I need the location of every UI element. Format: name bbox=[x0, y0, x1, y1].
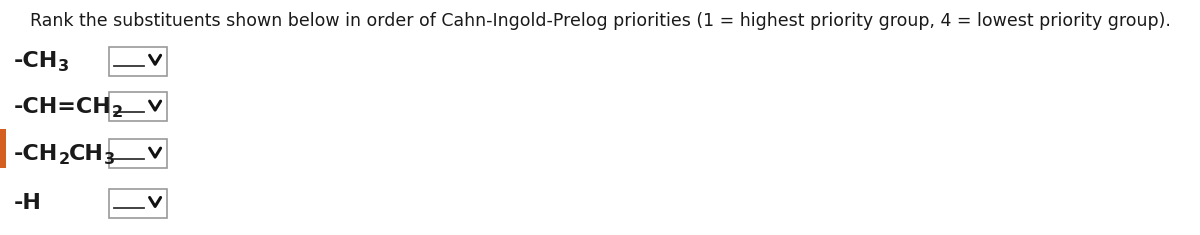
Bar bbox=[0, 129, 6, 168]
Text: -CH: -CH bbox=[14, 51, 59, 71]
FancyBboxPatch shape bbox=[108, 139, 167, 168]
FancyBboxPatch shape bbox=[108, 47, 167, 76]
Text: -CH: -CH bbox=[14, 144, 59, 164]
FancyBboxPatch shape bbox=[108, 92, 167, 121]
Text: 3: 3 bbox=[59, 59, 70, 74]
Text: CH: CH bbox=[70, 144, 104, 164]
Text: -H: -H bbox=[14, 193, 42, 213]
FancyBboxPatch shape bbox=[108, 189, 167, 218]
Text: Rank the substituents shown below in order of Cahn-Ingold-Prelog priorities (1 =: Rank the substituents shown below in ord… bbox=[30, 12, 1170, 30]
Text: -CH=CH: -CH=CH bbox=[14, 97, 112, 117]
Text: 2: 2 bbox=[112, 105, 122, 120]
Text: 2: 2 bbox=[59, 152, 70, 167]
Text: 3: 3 bbox=[104, 152, 115, 167]
